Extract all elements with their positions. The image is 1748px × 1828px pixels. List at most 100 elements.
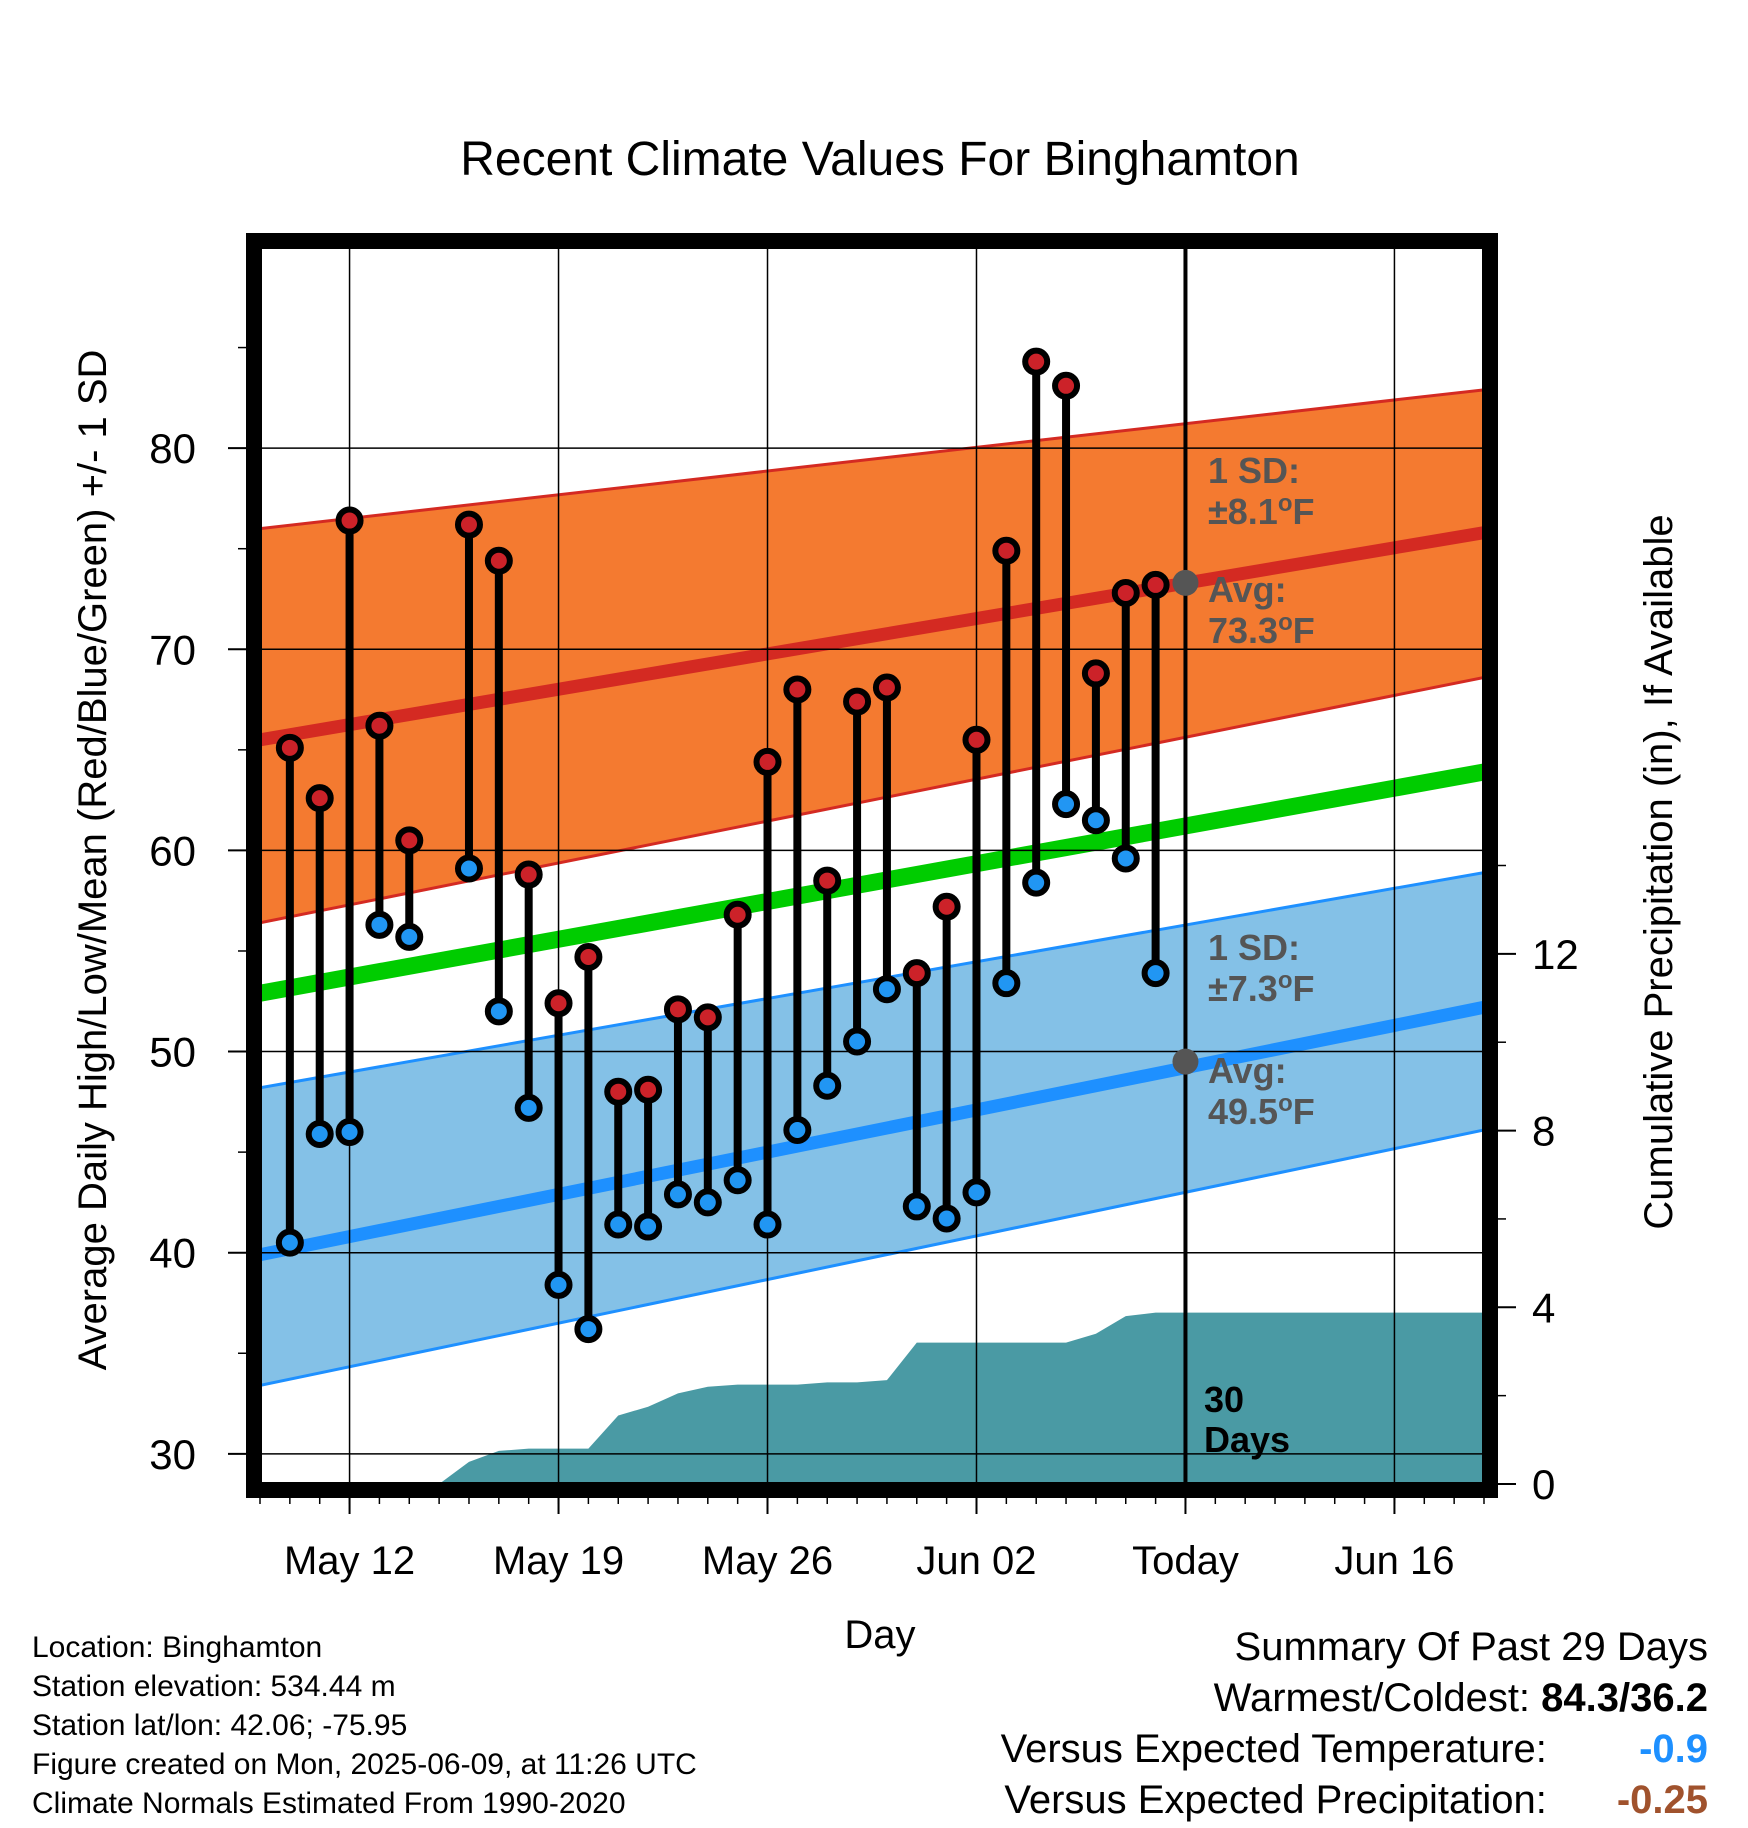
warm-cold-value: 84.3/36.2: [1541, 1676, 1708, 1720]
summary-precip: Versus Expected Precipitation: -0.25: [1001, 1775, 1708, 1826]
low-avg-annotation: Avg: 49.5oF: [1208, 1050, 1315, 1132]
obs-high-point: [992, 536, 1021, 565]
high-sd-annotation: 1 SD: ±8.1oF: [1208, 450, 1314, 532]
y2-tick-label: 8: [1532, 1108, 1555, 1155]
high-sd-band: [260, 389, 1484, 923]
y-tick-label: 40: [149, 1230, 196, 1277]
y2-tick-label: 0: [1532, 1461, 1555, 1508]
precip-area: [379, 1312, 1484, 1484]
high-sd-band-lower-edge: [260, 675, 1484, 925]
obs-high-point: [514, 860, 543, 889]
normal-mean-line: [260, 763, 1484, 1002]
obs-high-point: [574, 943, 603, 972]
obs-high-point: [454, 510, 483, 539]
normal-low-line: [260, 1000, 1484, 1262]
obs-low-point: [365, 910, 394, 939]
obs-low-point: [395, 922, 424, 951]
obs-low-point: [783, 1115, 812, 1144]
obs-low-point: [902, 1192, 931, 1221]
obs-high-point: [902, 959, 931, 988]
x-axis-label: Day: [844, 1613, 915, 1657]
obs-high-point: [395, 826, 424, 855]
obs-low-point: [305, 1120, 334, 1149]
info-latlon: Station lat/lon: 42.06; -75.95: [32, 1709, 408, 1742]
summary-temp: Versus Expected Temperature: -0.9: [1001, 1724, 1708, 1775]
summary-title: Summary Of Past 29 Days: [1234, 1625, 1708, 1669]
summary-warm-cold: Warmest/Coldest: 84.3/36.2: [1001, 1673, 1708, 1724]
obs-high-point: [1081, 659, 1110, 688]
obs-low-point: [932, 1204, 961, 1233]
obs-high-point: [604, 1077, 633, 1106]
y2-tick-label: 4: [1532, 1284, 1555, 1331]
x-tick-label: Today: [1132, 1539, 1239, 1583]
obs-low-point: [514, 1093, 543, 1122]
warm-cold-label: Warmest/Coldest:: [1213, 1676, 1531, 1720]
obs-low-point: [275, 1228, 304, 1257]
obs-low-point: [872, 975, 901, 1004]
obs-high-point: [634, 1075, 663, 1104]
low-sd-band-lower-edge: [260, 1128, 1484, 1387]
precip-value: -0.25: [1616, 1778, 1708, 1822]
y-tick-label: 80: [149, 425, 196, 472]
obs-low-point: [454, 854, 483, 883]
y-axis-label: Average Daily High/Low/Mean (Red/Blue/Gr…: [71, 350, 115, 1371]
obs-low-point: [813, 1071, 842, 1100]
obs-low-point: [843, 1027, 872, 1056]
obs-high-point: [1111, 578, 1140, 607]
y-tick-label: 30: [149, 1431, 196, 1478]
obs-low-point: [693, 1188, 722, 1217]
high-sd-band-upper-edge: [260, 388, 1484, 531]
normal-high-line: [260, 526, 1484, 747]
summary-panel: Summary Of Past 29 Days Warmest/Coldest:…: [1001, 1622, 1708, 1826]
obs-high-point: [962, 725, 991, 754]
info-elevation: Station elevation: 534.44 m: [32, 1670, 396, 1703]
obs-high-point: [753, 747, 782, 776]
obs-high-point: [305, 784, 334, 813]
obs-high-point: [693, 1003, 722, 1032]
obs-low-point: [544, 1270, 573, 1299]
obs-high-point: [1022, 347, 1051, 376]
today-low-avg-marker: [1172, 1048, 1199, 1075]
obs-high-point: [843, 687, 872, 716]
obs-low-point: [723, 1166, 752, 1195]
x-tick-label: Jun 02: [916, 1539, 1036, 1583]
precip-label: Versus Expected Precipitation:: [1004, 1778, 1547, 1822]
station-info: Location: Binghamton Station elevation: …: [32, 1628, 697, 1823]
obs-high-point: [1141, 570, 1170, 599]
x-tick-label: May 19: [493, 1539, 624, 1583]
obs-low-point: [634, 1212, 663, 1241]
obs-high-point: [335, 506, 364, 535]
plot-inner: [260, 247, 1484, 1484]
obs-low-point: [1141, 959, 1170, 988]
obs-high-point: [813, 866, 842, 895]
info-location: Location: Binghamton: [32, 1631, 323, 1664]
info-created: Figure created on Mon, 2025-06-09, at 11…: [32, 1748, 697, 1781]
x-tick-label: May 26: [702, 1539, 833, 1583]
obs-low-point: [604, 1210, 633, 1239]
plot-frame: [246, 233, 1498, 1498]
y-tick-label: 60: [149, 827, 196, 874]
obs-high-point: [484, 546, 513, 575]
days-label: 30 Days: [1204, 1379, 1290, 1460]
obs-high-point: [1052, 371, 1081, 400]
x-tick-label: Jun 16: [1334, 1539, 1454, 1583]
obs-low-point: [574, 1315, 603, 1344]
obs-high-point: [723, 900, 752, 929]
obs-low-point: [1111, 844, 1140, 873]
temp-value: -0.9: [1639, 1727, 1708, 1771]
x-tick-label: May 12: [284, 1539, 415, 1583]
obs-low-point: [1081, 806, 1110, 835]
low-sd-annotation: 1 SD: ±7.3oF: [1208, 927, 1314, 1009]
obs-low-point: [484, 997, 513, 1026]
obs-high-point: [932, 892, 961, 921]
obs-low-point: [1052, 790, 1081, 819]
obs-low-point: [663, 1180, 692, 1209]
y-tick-label: 70: [149, 626, 196, 673]
obs-high-point: [275, 733, 304, 762]
info-normals: Climate Normals Estimated From 1990-2020: [32, 1787, 626, 1820]
obs-low-point: [992, 969, 1021, 998]
plot-area: 30 40 50 60 70 80 0 4 8 12 May 12 May 19 May 26 Jun 0…: [149, 233, 1579, 1583]
obs-high-point: [783, 675, 812, 704]
obs-high-point: [544, 989, 573, 1018]
